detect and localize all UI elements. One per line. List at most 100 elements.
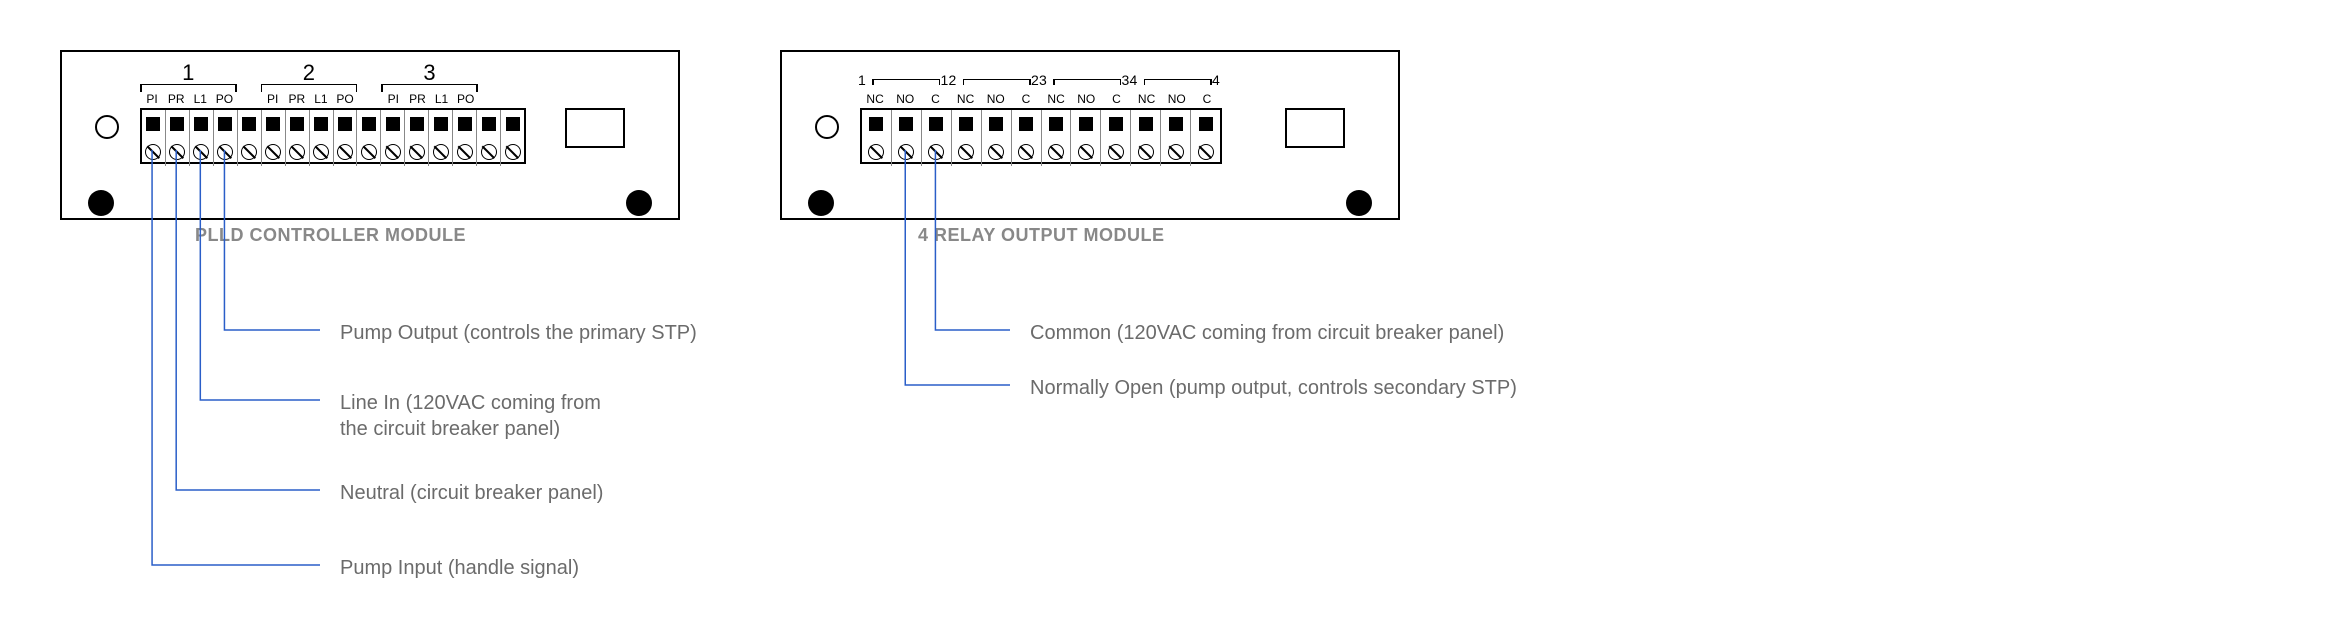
terminal-cell [262, 138, 286, 166]
callout-label: Common (120VAC coming from circuit break… [1030, 320, 1504, 346]
terminal-cell [1071, 138, 1101, 166]
group-number: 1 [140, 60, 237, 86]
bracket-tick [1029, 79, 1031, 85]
terminal-cell [1131, 138, 1161, 166]
terminal-sublabel: PR [405, 92, 429, 106]
terminal-cell [310, 110, 334, 138]
indicator-led-left [95, 115, 119, 139]
bracket-tick [1120, 79, 1122, 85]
group-bracket [381, 84, 478, 85]
bracket-tick [1053, 79, 1055, 85]
terminal-cell [952, 110, 982, 138]
terminal-sublabel: NO [890, 92, 920, 106]
terminal-sublabel: C [920, 92, 950, 106]
terminal-strip-left [140, 108, 526, 164]
group-number-right: 1 [941, 72, 949, 88]
terminal-sublabel: PI [381, 92, 405, 106]
indicator-led-right [815, 115, 839, 139]
group-bracket [1053, 79, 1120, 80]
callout-label: Pump Input (handle signal) [340, 555, 579, 581]
terminal-cell [982, 138, 1012, 166]
group-number: 2 [261, 60, 358, 86]
connector-slot-left [565, 108, 625, 148]
terminal-cell [1101, 110, 1131, 138]
screw-icon [868, 144, 884, 160]
mounting-hole-left-a [88, 190, 114, 216]
terminal-square-icon [194, 117, 208, 131]
bracket-tick [1210, 79, 1212, 85]
terminal-square-icon [506, 117, 520, 131]
group-number-left: 1 [858, 72, 866, 88]
terminal-sublabel: NO [1162, 92, 1192, 106]
terminal-cell [952, 138, 982, 166]
terminal-square-icon [434, 117, 448, 131]
terminal-sublabel: C [1101, 92, 1131, 106]
group-bracket [1144, 79, 1211, 80]
terminal-cell [166, 138, 190, 166]
bracket-tick [872, 79, 874, 85]
terminal-cell [286, 138, 310, 166]
group-number-right: 2 [1031, 72, 1039, 88]
terminal-square-icon [266, 117, 280, 131]
bracket-tick [140, 84, 142, 92]
terminal-cell [1012, 110, 1042, 138]
group-bracket [872, 79, 939, 80]
group-bracket [261, 84, 358, 85]
terminal-cell [381, 138, 405, 166]
terminal-sublabel: PI [140, 92, 164, 106]
group-bracket [963, 79, 1030, 80]
terminal-cell [381, 110, 405, 138]
terminal-cell [286, 110, 310, 138]
terminal-cell [1191, 110, 1220, 138]
screw-icon [481, 144, 497, 160]
screw-icon [1048, 144, 1064, 160]
terminal-cell [405, 138, 429, 166]
terminal-cell [310, 138, 334, 166]
terminal-square-icon [170, 117, 184, 131]
group-number-left: 2 [949, 72, 957, 88]
terminal-cell [892, 110, 922, 138]
terminal-sublabel: L1 [430, 92, 454, 106]
group-number-right: 3 [1122, 72, 1130, 88]
terminal-square-icon [362, 117, 376, 131]
terminal-cell [477, 110, 501, 138]
terminal-cell [453, 110, 477, 138]
terminal-cell [262, 110, 286, 138]
screw-icon [433, 144, 449, 160]
terminal-cell [982, 110, 1012, 138]
terminal-square-icon [146, 117, 160, 131]
screw-icon [1198, 144, 1214, 160]
screw-icon [361, 144, 377, 160]
terminal-cell [501, 138, 524, 166]
screw-icon [457, 144, 473, 160]
terminal-cell [1161, 110, 1191, 138]
terminal-cell [1012, 138, 1042, 166]
connector-slot-right [1285, 108, 1345, 148]
terminal-cell [334, 110, 358, 138]
terminal-cell [214, 110, 238, 138]
terminal-cell [1161, 138, 1191, 166]
terminal-sublabel: L1 [309, 92, 333, 106]
mounting-hole-right-b [1346, 190, 1372, 216]
terminal-square-icon [1109, 117, 1123, 131]
terminal-cell [862, 110, 892, 138]
terminal-row-screws [862, 138, 1220, 166]
group-number-left: 3 [1039, 72, 1047, 88]
screw-icon [928, 144, 944, 160]
terminal-cell [922, 138, 952, 166]
screw-icon [385, 144, 401, 160]
terminal-row-screws [142, 138, 524, 166]
terminal-square-icon [869, 117, 883, 131]
terminal-square-icon [1079, 117, 1093, 131]
terminal-cell [862, 138, 892, 166]
screw-icon [505, 144, 521, 160]
terminal-sublabel: PO [333, 92, 357, 106]
terminal-sublabel: NC [1132, 92, 1162, 106]
terminal-sublabel: C [1011, 92, 1041, 106]
terminal-square-icon [899, 117, 913, 131]
terminal-row-squares [862, 110, 1220, 138]
terminal-square-icon [290, 117, 304, 131]
bracket-tick [476, 84, 478, 92]
screw-icon [265, 144, 281, 160]
terminal-sublabel: PI [261, 92, 285, 106]
